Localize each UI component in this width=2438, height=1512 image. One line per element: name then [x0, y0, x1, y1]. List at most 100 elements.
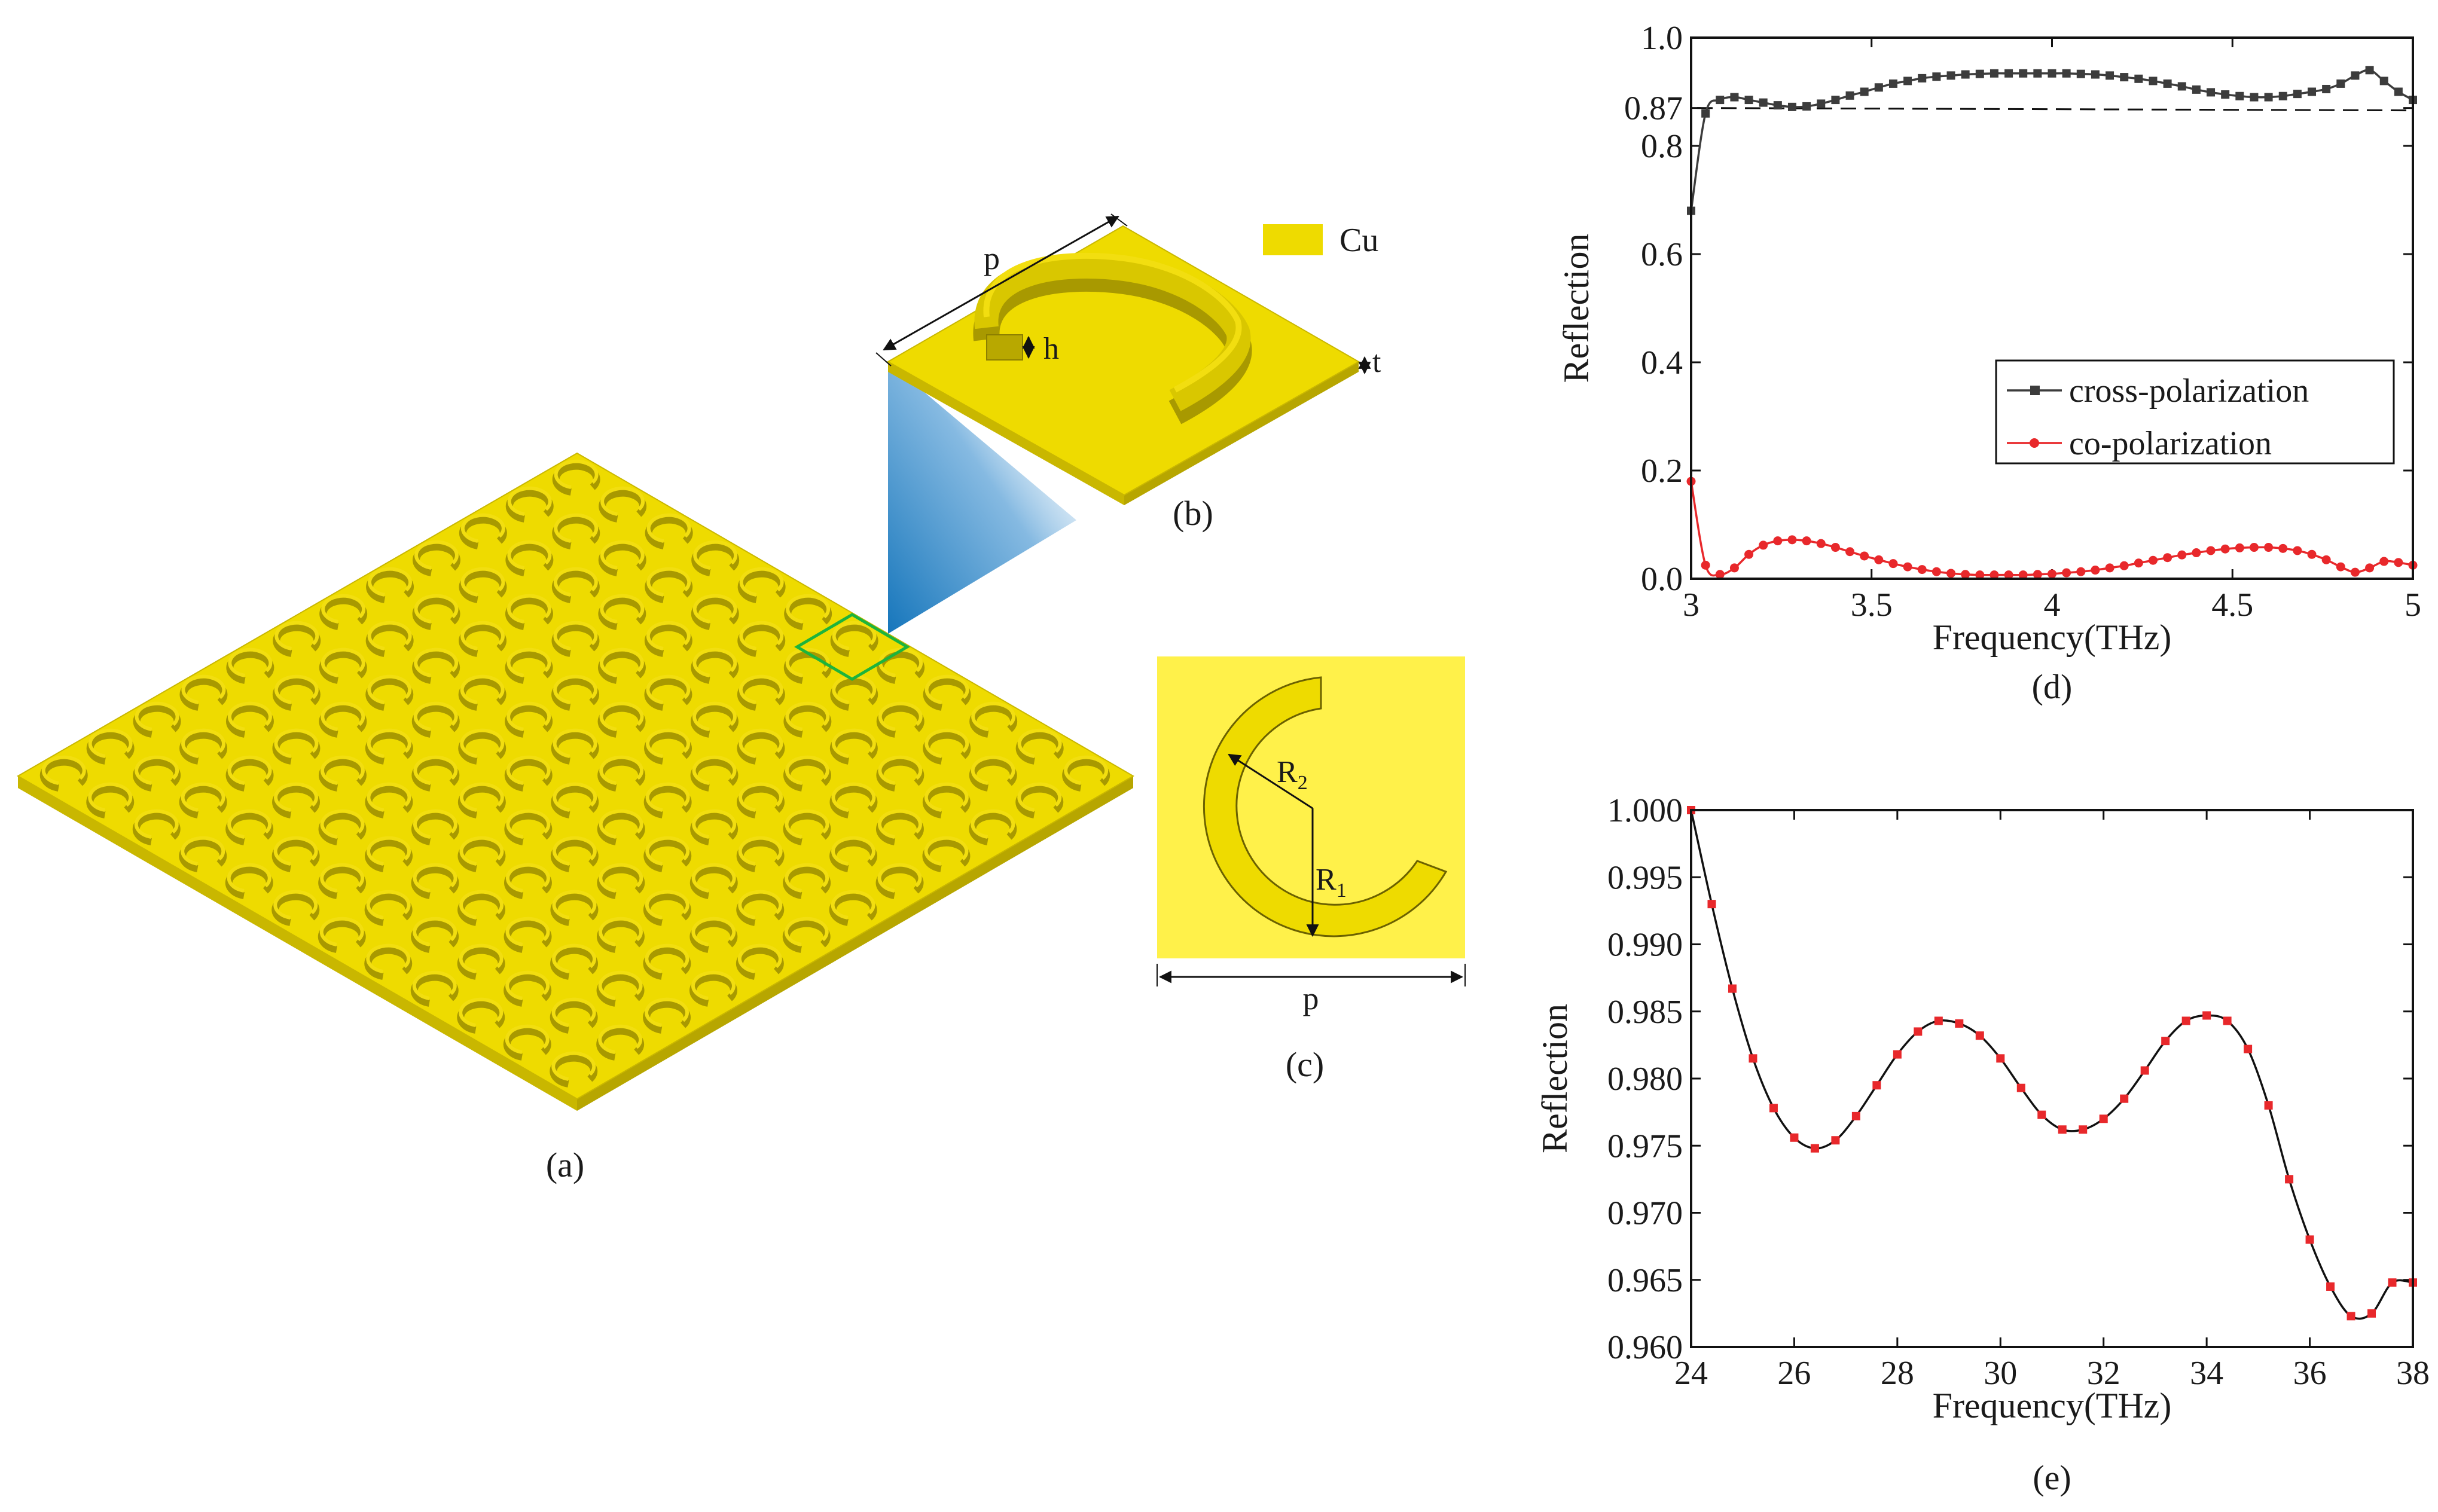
array-ring-top	[600, 594, 645, 624]
array-ring-top	[274, 782, 318, 812]
array-ring	[643, 836, 692, 872]
dim-p-label: p	[984, 240, 1000, 276]
data-point	[2106, 71, 2114, 80]
y-tick-label: 0.8	[1641, 128, 1683, 165]
chart-d-panel-label: (d)	[2032, 667, 2073, 706]
array-ring	[365, 674, 414, 711]
array-ring-top	[134, 809, 179, 839]
array-ring	[364, 890, 413, 926]
y-tick-label: 0.970	[1607, 1195, 1683, 1232]
data-point	[2264, 1101, 2273, 1110]
data-point	[2192, 548, 2201, 558]
data-point	[2223, 1016, 2232, 1025]
data-point	[1851, 1111, 1860, 1120]
data-point	[1817, 99, 1826, 108]
array-ring-top	[738, 836, 783, 866]
data-point	[1917, 565, 1927, 575]
array-ring-top	[553, 674, 597, 704]
array-ring-top	[412, 970, 457, 1000]
unit-cell-3d-panel: h p t (b)	[875, 213, 1381, 533]
data-point	[2235, 543, 2244, 552]
array-ring-top	[645, 836, 690, 866]
array-ring-top	[274, 674, 319, 704]
unit-cell-top-view-panel: R2 R1 p (c)	[1157, 656, 1466, 1084]
data-point	[1874, 555, 1884, 564]
array-ring-top	[228, 647, 273, 677]
series-line-co-polarization	[1690, 481, 2413, 577]
array-ring	[504, 809, 553, 845]
array-ring-top	[553, 728, 597, 758]
array-ring-top	[831, 728, 876, 758]
array-ring	[410, 970, 459, 1007]
data-point	[2004, 69, 2013, 78]
array-ring-top	[877, 809, 922, 839]
x-tick-label: 26	[1777, 1355, 1811, 1392]
array-ring	[459, 621, 506, 657]
metasurface-array-panel: (a)	[17, 452, 1134, 1184]
array-ring-top	[831, 836, 875, 866]
array-ring	[225, 863, 273, 899]
array-ring-top	[506, 809, 551, 839]
data-point	[1918, 74, 1927, 83]
array-ring	[643, 997, 691, 1034]
array-ring	[504, 917, 552, 953]
array-ring	[365, 621, 414, 657]
array-ring	[505, 594, 553, 630]
data-point	[1744, 96, 1753, 105]
y-tick-label: 0.2	[1641, 453, 1683, 490]
array-ring	[503, 1024, 551, 1061]
data-point	[2351, 71, 2360, 80]
array-ring-top	[971, 701, 1016, 731]
array-ring	[598, 594, 646, 630]
data-point	[2244, 1044, 2253, 1053]
cu-label: Cu	[1339, 222, 1378, 259]
array-ring-top	[460, 674, 505, 704]
data-point	[2305, 1235, 2314, 1244]
data-point	[1872, 1081, 1881, 1090]
array-ring	[551, 621, 600, 657]
array-ring-top	[599, 755, 644, 785]
data-point	[2004, 570, 2013, 580]
x-tick-label: 24	[1674, 1355, 1708, 1392]
array-ring-top	[786, 594, 831, 624]
array-ring	[412, 647, 460, 684]
array-ring	[550, 1051, 598, 1088]
array-ring	[783, 755, 831, 792]
array-ring	[86, 782, 135, 818]
array-ring	[643, 890, 691, 926]
data-point	[1893, 1050, 1902, 1059]
array-ring	[923, 674, 971, 711]
array-ring-top	[832, 621, 877, 650]
array-ring	[318, 809, 367, 845]
array-ring-top	[971, 755, 1015, 785]
array-ring	[876, 755, 924, 792]
array-ring-top	[321, 701, 365, 731]
data-point	[2388, 1278, 2397, 1287]
array-ring	[552, 513, 600, 549]
array-ring-top	[459, 997, 504, 1027]
array-ring-top	[598, 970, 643, 1000]
data-point	[1845, 91, 1854, 100]
array-ring-top	[692, 809, 737, 839]
array-ring	[783, 701, 832, 738]
array-ring	[365, 782, 413, 818]
array-ring	[457, 782, 506, 818]
legend-box	[1995, 359, 2395, 465]
array-ring	[457, 943, 505, 980]
array-ring	[829, 836, 877, 872]
data-point	[2037, 1110, 2046, 1119]
highlighted-unit-cell	[794, 613, 910, 681]
legend-marker	[2030, 438, 2039, 448]
chart-e-panel-label: (e)	[2033, 1458, 2071, 1497]
array-ring	[597, 647, 646, 684]
array-ring-top	[600, 486, 645, 516]
array-ring-top	[785, 755, 829, 785]
x-tick-label: 4	[2044, 587, 2061, 624]
data-point	[1888, 559, 1898, 569]
data-point	[1946, 71, 1955, 80]
array-ring-top	[459, 836, 504, 866]
array-ring	[737, 782, 785, 818]
array-ring	[690, 755, 739, 792]
data-point	[1955, 1019, 1964, 1028]
data-point	[2091, 70, 2100, 79]
